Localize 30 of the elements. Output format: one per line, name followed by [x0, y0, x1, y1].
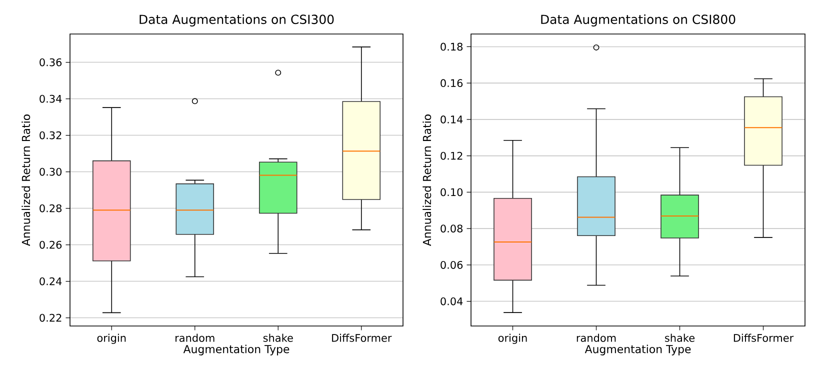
x-tick-label: DiffsFormer — [734, 334, 794, 342]
y-tick-label: 0.24 — [40, 277, 62, 286]
x-tick-label: DiffsFormer — [332, 334, 392, 342]
y-tick-label: 0.14 — [440, 115, 463, 124]
x-tick-label: shake — [263, 334, 293, 342]
chart-title: Data Augmentations on CSI300 — [140, 14, 334, 26]
y-tick-label: 0.10 — [440, 188, 463, 196]
y-axis-title: Annualized Return Ratio — [422, 114, 432, 246]
y-tick-label: 0.30 — [40, 168, 62, 176]
y-tick-label: 0.12 — [440, 152, 462, 160]
x-axis-title: Augmentation Type — [584, 344, 691, 356]
y-tick-label: 0.26 — [40, 240, 62, 249]
y-tick-label: 0.36 — [40, 58, 62, 66]
x-tick-label: origin — [97, 334, 126, 344]
y-axis-title: Annualized Return Ratio — [22, 114, 30, 246]
x-tick-label: random — [176, 334, 214, 342]
y-tick-label: 0.04 — [440, 297, 463, 306]
y-tick-label: 0.34 — [40, 94, 62, 103]
y-tick-label: 0.18 — [440, 42, 463, 51]
x-tick-label: random — [576, 334, 616, 342]
x-tick-label: origin — [498, 334, 527, 344]
y-tick-label: 0.32 — [40, 131, 62, 140]
y-tick-label: 0.08 — [440, 224, 463, 232]
y-tick-label: 0.28 — [40, 204, 62, 212]
y-tick-label: 0.22 — [40, 314, 62, 322]
x-tick-label: shake — [665, 334, 695, 342]
y-tick-label: 0.06 — [440, 260, 463, 269]
chart-title: Data Augmentations on CSI800 — [541, 14, 736, 26]
y-tick-label: 0.16 — [440, 79, 463, 88]
x-axis-title: Augmentation Type — [183, 344, 290, 356]
